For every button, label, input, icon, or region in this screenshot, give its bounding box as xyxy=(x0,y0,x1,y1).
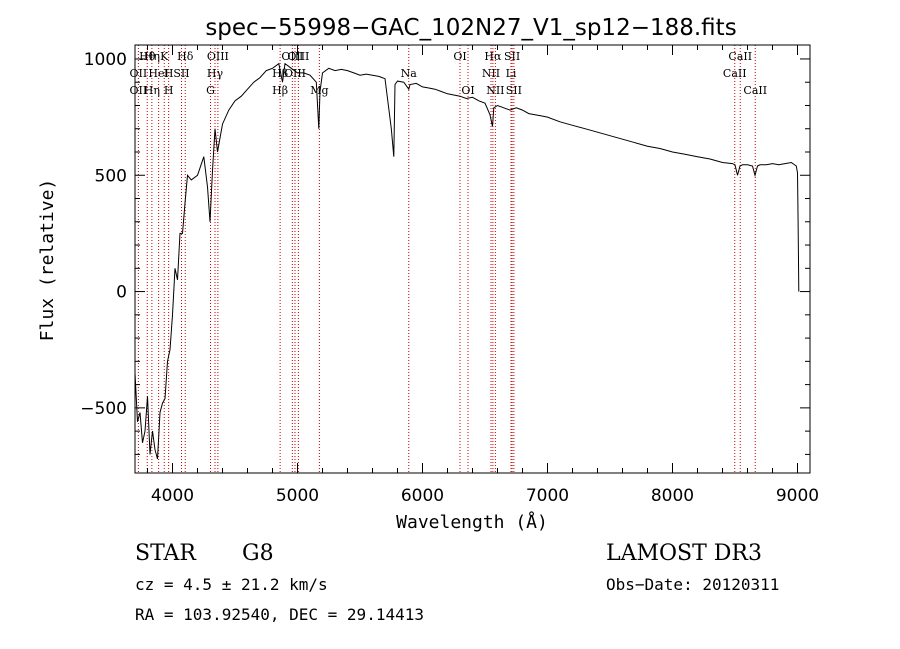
x-axis-ticks: 4000 5000 6000 7000 8000 9000 xyxy=(147,45,819,506)
y-tick-label: −500 xyxy=(80,399,127,419)
line-marker-label: Hβ xyxy=(272,84,288,97)
x-tick-label: 5000 xyxy=(276,486,319,506)
line-marker-label: K xyxy=(160,50,169,63)
line-marker-label: Hθ xyxy=(139,50,156,63)
coords-text: RA = 103.92540, DEC = 29.14413 xyxy=(135,605,424,624)
line-marker-label: Hη xyxy=(144,84,160,97)
line-marker-label: Hδ xyxy=(177,50,194,63)
line-marker-label: Hη xyxy=(144,50,160,63)
spectrum-line xyxy=(134,62,800,460)
redshift-text: cz = 4.5 ± 21.2 km/s xyxy=(135,575,328,594)
line-marker-label: Hα xyxy=(484,50,502,63)
line-marker-label: Li xyxy=(506,67,517,80)
line-marker-label: Hγ xyxy=(207,67,224,80)
line-markers-group xyxy=(137,45,756,473)
object-class: STAR xyxy=(135,541,197,566)
y-axis-label: Flux (relative) xyxy=(37,179,58,342)
line-marker-label: CaII xyxy=(743,84,767,97)
x-tick-label: 9000 xyxy=(776,486,819,506)
line-marker-label: Na xyxy=(401,67,418,80)
line-marker-label: OIII xyxy=(287,50,309,63)
line-marker-label: NII xyxy=(486,84,504,97)
y-axis-ticks: −500 0 500 1000 xyxy=(80,50,810,455)
line-marker-label: G xyxy=(206,84,215,97)
line-marker-label: H xyxy=(164,67,174,80)
spectrum-series-group xyxy=(134,62,800,460)
line-marker-label: OIII xyxy=(284,67,306,80)
line-marker-label: H xyxy=(164,84,174,97)
line-marker-label: Mg xyxy=(310,84,328,97)
x-tick-label: 4000 xyxy=(151,486,194,506)
x-axis-label: Wavelength (Å) xyxy=(396,511,548,533)
y-tick-label: 0 xyxy=(116,283,127,303)
line-marker-label: CaII xyxy=(728,50,752,63)
line-marker-label: NII xyxy=(482,67,500,80)
survey-name: LAMOST DR3 xyxy=(606,541,762,566)
line-marker-label: OI xyxy=(461,84,474,97)
line-marker-label: SII xyxy=(173,67,189,80)
y-tick-label: 500 xyxy=(95,166,127,186)
line-marker-label: CaII xyxy=(723,67,747,80)
obs-date-text: Obs−Date: 20120311 xyxy=(606,575,779,594)
x-tick-label: 7000 xyxy=(526,486,569,506)
chart-title: spec−55998−GAC_102N27_V1_sp12−188.fits xyxy=(205,15,736,41)
line-marker-label: OII xyxy=(130,84,148,97)
line-marker-label: HeI xyxy=(148,67,168,80)
line-marker-label: OIII xyxy=(207,50,229,63)
plot-frame xyxy=(134,44,811,474)
y-tick-label: 1000 xyxy=(84,50,127,70)
line-marker-label: OI xyxy=(453,50,466,63)
line-marker-label: SII xyxy=(506,84,522,97)
line-marker-label: OII xyxy=(130,67,148,80)
x-tick-label: 6000 xyxy=(401,486,444,506)
subclass: G8 xyxy=(242,541,274,566)
x-tick-label: 8000 xyxy=(651,486,694,506)
line-marker-label: SII xyxy=(504,50,520,63)
